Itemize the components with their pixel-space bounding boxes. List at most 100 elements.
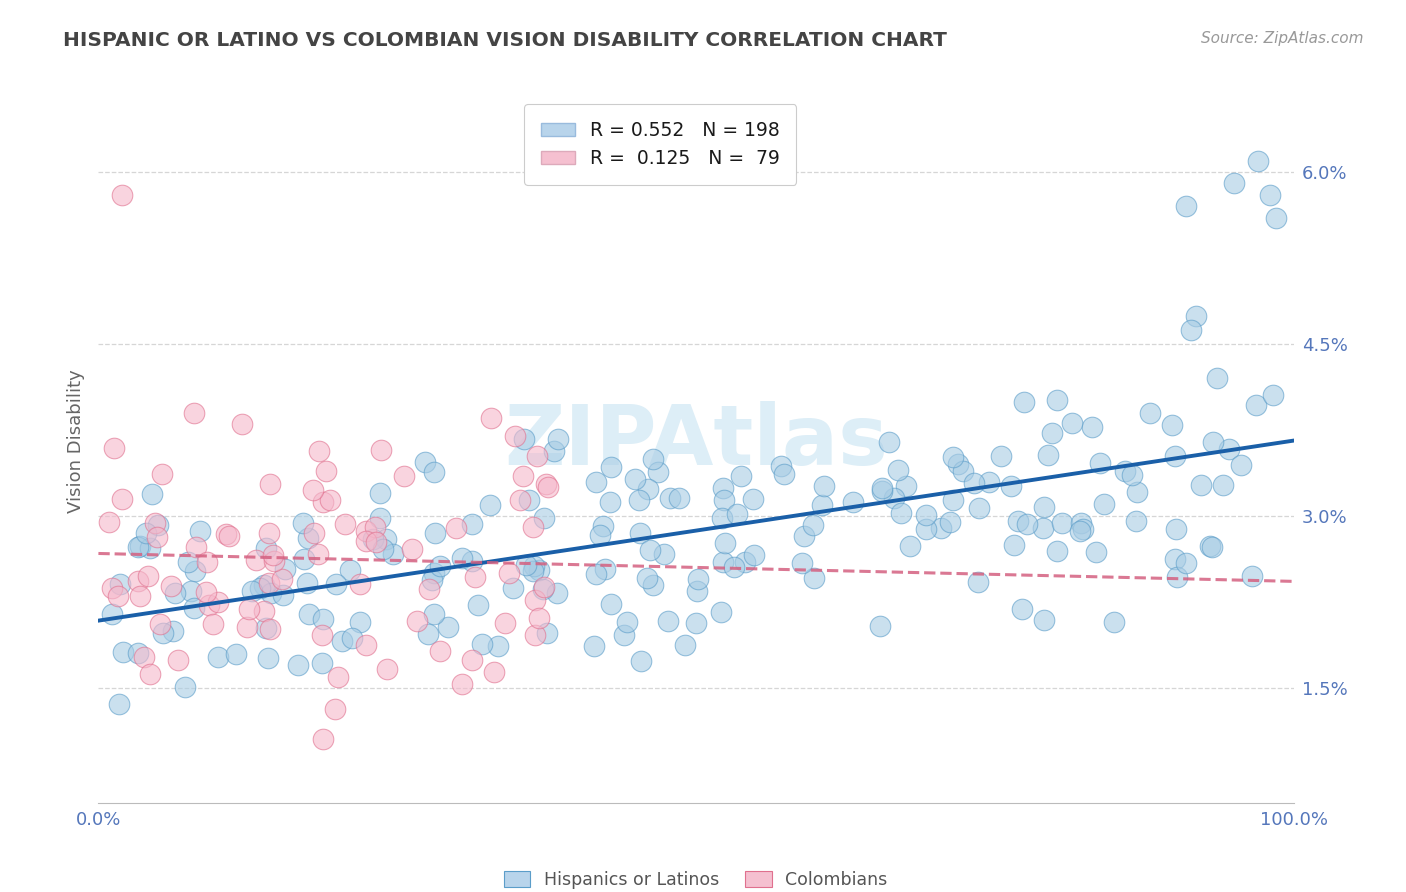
Point	[1223, 177, 1246, 191]
Point	[1012, 394, 1035, 409]
Point	[730, 469, 752, 483]
Point	[1164, 449, 1187, 463]
Point	[107, 698, 129, 712]
Point	[354, 524, 377, 538]
Point	[710, 605, 733, 619]
Point	[461, 653, 484, 667]
Point	[1032, 521, 1054, 535]
Point	[711, 481, 734, 495]
Point	[423, 525, 446, 540]
Point	[101, 607, 124, 621]
Point	[628, 525, 651, 540]
Point	[371, 541, 394, 556]
Point	[613, 628, 636, 642]
Point	[494, 616, 516, 631]
Point	[685, 616, 707, 631]
Point	[1090, 456, 1112, 470]
Point	[533, 511, 555, 525]
Point	[546, 586, 568, 600]
Point	[312, 495, 335, 509]
Point	[668, 491, 690, 505]
Point	[531, 582, 554, 596]
Point	[173, 680, 195, 694]
Point	[368, 486, 391, 500]
Point	[887, 463, 910, 477]
Point	[198, 598, 221, 612]
Point	[97, 515, 120, 529]
Point	[422, 607, 444, 621]
Point	[1161, 418, 1184, 433]
Text: HISPANIC OR LATINO VS COLOMBIAN VISION DISABILITY CORRELATION CHART: HISPANIC OR LATINO VS COLOMBIAN VISION D…	[63, 31, 948, 50]
Point	[914, 521, 936, 535]
Point	[790, 556, 813, 570]
Point	[167, 653, 190, 667]
Point	[253, 604, 276, 618]
Point	[240, 584, 263, 599]
Point	[1244, 398, 1267, 412]
Point	[637, 571, 659, 585]
Point	[769, 458, 792, 473]
Point	[406, 614, 429, 628]
Point	[325, 577, 347, 591]
Point	[287, 658, 309, 673]
Point	[370, 442, 392, 457]
Point	[150, 467, 173, 482]
Point	[374, 532, 396, 546]
Point	[657, 614, 679, 628]
Point	[942, 492, 965, 507]
Point	[1007, 514, 1029, 528]
Point	[339, 563, 361, 577]
Point	[308, 444, 330, 458]
Point	[772, 467, 794, 481]
Point	[515, 558, 537, 572]
Point	[471, 637, 494, 651]
Point	[129, 589, 152, 603]
Point	[262, 548, 284, 562]
Point	[259, 476, 281, 491]
Point	[1084, 544, 1107, 558]
Point	[420, 574, 443, 588]
Point	[713, 493, 735, 508]
Point	[1175, 556, 1198, 570]
Point	[146, 517, 169, 532]
Point	[162, 624, 184, 638]
Point	[127, 541, 149, 555]
Point	[382, 547, 405, 561]
Point	[225, 647, 247, 661]
Point	[946, 457, 969, 471]
Point	[218, 529, 240, 543]
Point	[585, 475, 607, 489]
Point	[194, 584, 217, 599]
Point	[111, 188, 134, 202]
Point	[260, 586, 283, 600]
Point	[183, 601, 205, 615]
Point	[526, 450, 548, 464]
Point	[522, 564, 544, 578]
Point	[271, 588, 294, 602]
Point	[592, 519, 614, 533]
Point	[1247, 153, 1270, 168]
Point	[401, 541, 423, 556]
Point	[298, 607, 321, 621]
Point	[688, 573, 710, 587]
Point	[641, 578, 664, 592]
Point	[1045, 392, 1067, 407]
Point	[547, 433, 569, 447]
Point	[302, 483, 325, 498]
Point	[312, 732, 335, 747]
Point	[714, 535, 737, 549]
Point	[890, 506, 912, 520]
Point	[366, 534, 388, 549]
Point	[1184, 310, 1206, 324]
Point	[231, 417, 253, 432]
Point	[813, 479, 835, 493]
Point	[869, 619, 891, 633]
Point	[361, 533, 384, 547]
Point	[184, 541, 207, 555]
Point	[207, 595, 229, 609]
Point	[1070, 516, 1092, 530]
Point	[297, 531, 319, 545]
Point	[543, 444, 565, 458]
Point	[302, 526, 325, 541]
Point	[1264, 211, 1286, 225]
